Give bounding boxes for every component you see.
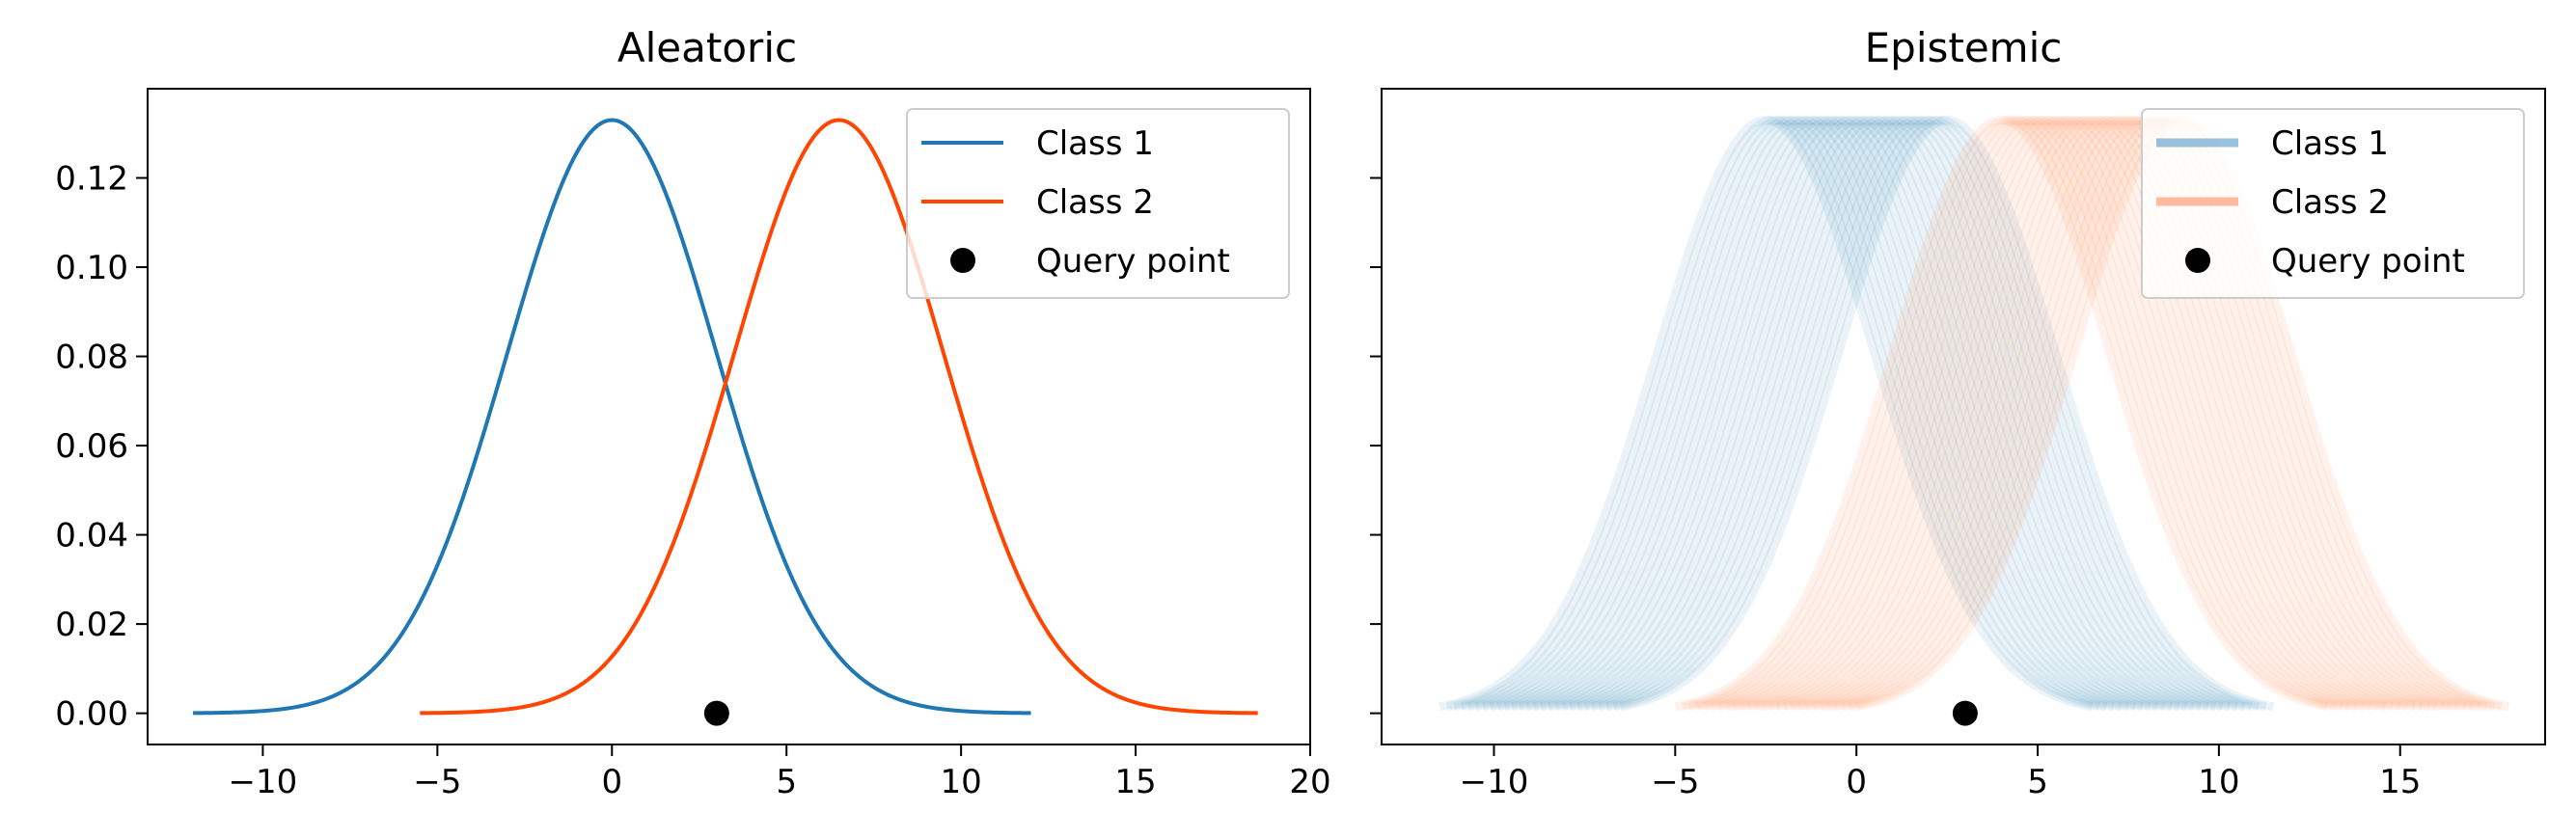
- aleatoric-ytick-label: 0.02: [55, 606, 128, 644]
- epistemic-legend: Class 1 Class 2 Query point: [2141, 108, 2525, 299]
- epistemic-series-1-member: [1453, 115, 2108, 712]
- epistemic-series-2-member: [1674, 115, 2329, 712]
- epistemic-legend-class1-label: Class 1: [2271, 124, 2389, 163]
- epistemic-query-point: [1952, 700, 1978, 726]
- aleatoric-ytick-label: 0.06: [55, 427, 128, 466]
- epistemic-series-2-member: [1746, 115, 2401, 712]
- epistemic-xtick-label: −10: [1460, 763, 1529, 801]
- aleatoric-series-1-line: [193, 118, 1031, 716]
- epistemic-series-1-member: [1525, 115, 2180, 712]
- epistemic-curves: [1439, 115, 2510, 726]
- epistemic-series-2-member: [1790, 115, 2445, 712]
- epistemic-series-2-member: [1688, 115, 2343, 712]
- epistemic-xtick-label: 15: [2379, 763, 2421, 801]
- epistemic-series-1-member: [1474, 115, 2129, 712]
- epistemic-series-2-member: [1696, 115, 2350, 712]
- epistemic-xtick-label: −5: [1651, 763, 1699, 801]
- epistemic-series-2-member: [1681, 115, 2336, 712]
- aleatoric-xtick-label: 0: [601, 763, 622, 801]
- epistemic-series-2-member: [1812, 115, 2467, 712]
- epistemic-series-1-member: [1532, 115, 2187, 712]
- aleatoric-legend-query-marker: [950, 248, 975, 273]
- epistemic-series-1-member: [1554, 115, 2209, 712]
- epistemic-series-1-member: [1598, 115, 2253, 712]
- aleatoric-ytick-label: 0.04: [55, 517, 128, 555]
- epistemic-title: Epistemic: [1865, 24, 2063, 71]
- epistemic-series-1-member: [1547, 115, 2202, 712]
- epistemic-series-1-member: [1569, 115, 2224, 712]
- aleatoric-xtick-label: −5: [413, 763, 461, 801]
- epistemic-series-1-member: [1576, 115, 2231, 712]
- epistemic-series-2-member: [1711, 115, 2365, 712]
- aleatoric-query-point: [703, 700, 729, 726]
- epistemic-legend-query-marker: [2185, 248, 2210, 273]
- epistemic-series-2-member: [1740, 115, 2395, 712]
- epistemic-series-2-member: [1717, 115, 2372, 712]
- epistemic-series-2-member: [1768, 115, 2424, 712]
- epistemic-series-1-member: [1503, 115, 2158, 712]
- epistemic-frame: [1381, 88, 2546, 745]
- epistemic-ticks: −10 −5 0 5 10 15: [1370, 176, 2421, 801]
- aleatoric-title: Aleatoric: [617, 24, 797, 71]
- epistemic-panel: Epistemic −10 −5 0 5 10 15 Class 1 Class 2 Qu…: [1370, 24, 2546, 801]
- epistemic-series-1-member: [1591, 115, 2246, 712]
- aleatoric-panel: Aleatoric −10 −5 0 5 10 15 20 0.00 0.02 0.04 0.06 0…: [55, 24, 1330, 801]
- epistemic-series-1-member: [1511, 115, 2166, 712]
- aleatoric-xtick-label: 15: [1114, 763, 1156, 801]
- epistemic-series-1-member: [1540, 115, 2195, 712]
- epistemic-series-1-member: [1583, 115, 2238, 712]
- epistemic-series-1-member: [1489, 115, 2144, 712]
- aleatoric-legend-class1-label: Class 1: [1036, 124, 1154, 163]
- epistemic-legend-query-label: Query point: [2271, 242, 2465, 281]
- epistemic-series-1-member: [1482, 115, 2137, 712]
- aleatoric-xtick-label: 10: [941, 763, 982, 801]
- aleatoric-ticks: −10 −5 0 5 10 15 20 0.00 0.02 0.04 0.06 0.08 0.10 0.1…: [55, 160, 1330, 801]
- aleatoric-ytick-label: 0.10: [55, 249, 128, 287]
- epistemic-xtick-label: 10: [2198, 763, 2239, 801]
- aleatoric-ytick-label: 0.00: [55, 695, 128, 734]
- epistemic-xtick-label: 0: [1846, 763, 1867, 801]
- epistemic-series-2-member: [1775, 115, 2430, 712]
- aleatoric-legend-query-label: Query point: [1036, 242, 1230, 281]
- epistemic-series-1-member: [1605, 115, 2261, 712]
- aleatoric-xtick-label: −10: [229, 763, 298, 801]
- aleatoric-curves: [193, 118, 1258, 726]
- epistemic-xtick-label: 5: [2027, 763, 2048, 801]
- epistemic-series-2-member: [1732, 115, 2387, 712]
- epistemic-series-1-member: [1612, 115, 2267, 712]
- epistemic-series-1-member: [1496, 115, 2151, 712]
- epistemic-series-1-member: [1445, 115, 2100, 712]
- aleatoric-legend-box: [906, 108, 1290, 299]
- aleatoric-series-2-line: [420, 118, 1258, 716]
- epistemic-series-2-member: [1804, 115, 2459, 712]
- aleatoric-legend: Class 1 Class 2 Query point: [906, 108, 1290, 299]
- epistemic-series-1-member: [1562, 115, 2216, 712]
- epistemic-series-2-member: [1754, 115, 2409, 712]
- aleatoric-legend-class2-label: Class 2: [1036, 183, 1154, 222]
- epistemic-series-1-member: [1460, 115, 2115, 712]
- aleatoric-frame: [147, 88, 1311, 745]
- epistemic-legend-class2-label: Class 2: [2271, 183, 2389, 222]
- epistemic-series-1-member: [1518, 115, 2173, 712]
- epistemic-series-2-member: [1783, 115, 2438, 712]
- epistemic-legend-box: [2141, 108, 2525, 299]
- aleatoric-xtick-label: 5: [776, 763, 797, 801]
- aleatoric-ytick-label: 0.12: [55, 160, 128, 199]
- epistemic-series-1-member: [1439, 115, 2094, 712]
- epistemic-series-2-member: [1761, 115, 2416, 712]
- aleatoric-ytick-label: 0.08: [55, 338, 128, 377]
- epistemic-series-2-member: [1725, 115, 2380, 712]
- epistemic-series-1-member: [1620, 115, 2275, 712]
- aleatoric-xtick-label: 20: [1289, 763, 1330, 801]
- epistemic-series-1-member: [1467, 115, 2123, 712]
- epistemic-series-2-member: [1703, 115, 2358, 712]
- epistemic-series-2-member: [1797, 115, 2453, 712]
